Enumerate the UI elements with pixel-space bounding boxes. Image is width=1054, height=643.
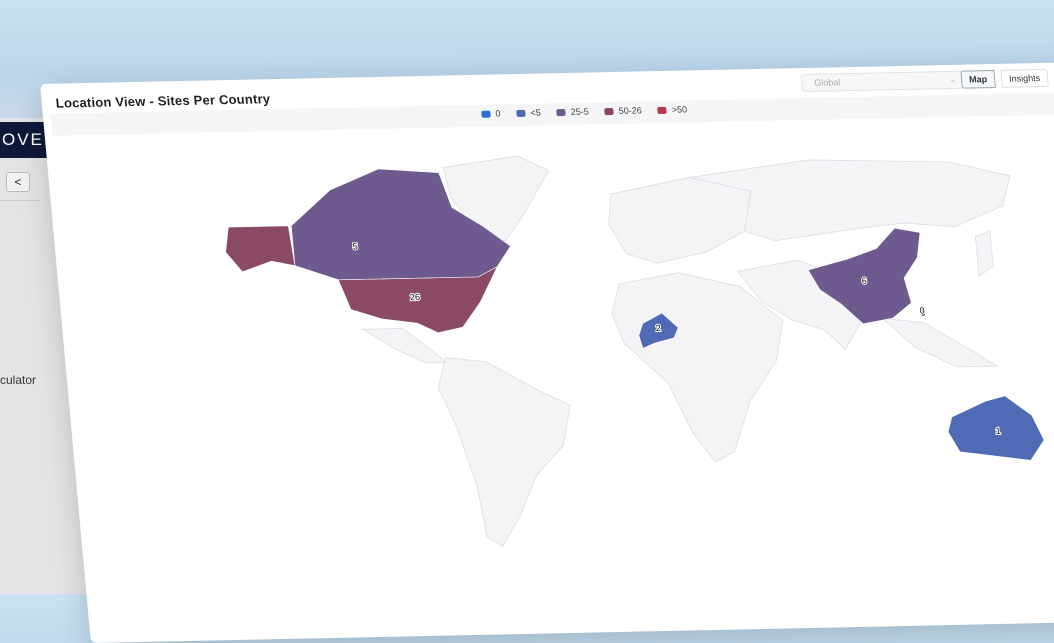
legend-label: 25-5 [570, 106, 590, 117]
japan[interactable] [974, 230, 994, 278]
card-title: Location View - Sites Per Country [55, 91, 271, 111]
country-value-label: 6 [861, 276, 867, 286]
legend-label: 50-26 [618, 105, 643, 116]
legend-label: 0 [494, 108, 501, 119]
legend-item[interactable]: 0 [481, 108, 501, 118]
country-china[interactable] [805, 227, 929, 325]
world-map[interactable]: 26 5 6 0 2 1 [45, 114, 1054, 595]
russia-asia[interactable] [688, 156, 1015, 243]
country-value-label: 0 [919, 306, 925, 316]
southeast-asia[interactable] [881, 316, 999, 368]
country-value-label: 1 [995, 426, 1001, 436]
legend-swatch [657, 106, 668, 114]
legend: 0 <5 25-5 50-26 >50 [481, 104, 687, 118]
legend-swatch [516, 109, 526, 117]
country-canada[interactable] [286, 166, 513, 281]
country-mali[interactable] [637, 312, 680, 349]
land-base [361, 155, 1015, 547]
region-select[interactable]: Global ⌄ [800, 70, 966, 93]
south-america[interactable] [436, 355, 583, 547]
legend-label: >50 [671, 104, 688, 115]
chevron-down-icon: ⌄ [949, 74, 957, 84]
legend-item[interactable]: <5 [516, 108, 541, 118]
europe[interactable] [605, 176, 758, 264]
country-value-label: 5 [352, 241, 358, 251]
location-view-card: Location View - Sites Per Country Global… [40, 61, 1054, 643]
legend-swatch [556, 108, 567, 116]
collapse-button[interactable]: < [6, 172, 30, 192]
tab-map[interactable]: Map [960, 70, 996, 89]
legend-swatch [481, 110, 491, 118]
country-value-label: 26 [410, 292, 421, 302]
tab-insights[interactable]: Insights [1000, 68, 1049, 88]
country-value-label: 2 [655, 323, 661, 333]
legend-label: <5 [529, 107, 542, 118]
divider [0, 200, 40, 201]
country-taiwan[interactable] [919, 307, 926, 317]
legend-item[interactable]: 25-5 [556, 107, 589, 118]
country-australia[interactable] [945, 395, 1046, 462]
legend-item[interactable]: 50-26 [604, 105, 642, 116]
sidebar-item-calculator[interactable]: culator [0, 373, 37, 387]
region-select-value: Global [813, 77, 841, 88]
central-america[interactable] [361, 328, 447, 365]
legend-item[interactable]: >50 [657, 104, 687, 115]
legend-swatch [604, 107, 615, 115]
